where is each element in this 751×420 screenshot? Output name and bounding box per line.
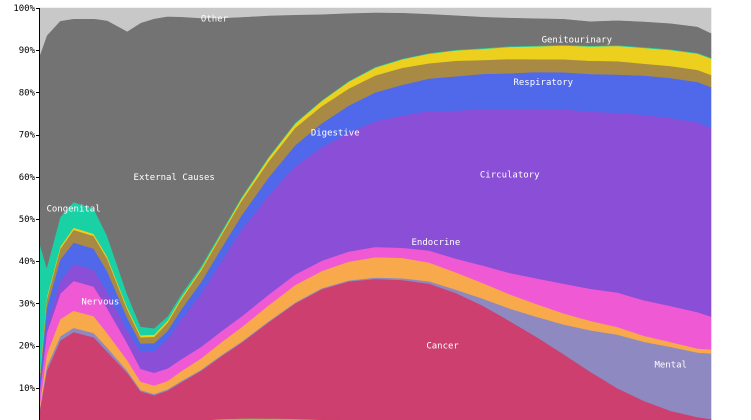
area-layers [39, 7, 712, 420]
label-respiratory: Respiratory [513, 78, 573, 88]
y-tick-label-10: 10% [19, 384, 36, 394]
y-tick-label-60: 60% [19, 173, 36, 183]
y-tick-label-100: 100% [13, 4, 35, 14]
label-cancer: Cancer [426, 342, 459, 352]
label-endocrine: Endocrine [411, 238, 460, 248]
label-digestive: Digestive [311, 128, 360, 138]
label-mental: Mental [654, 361, 687, 371]
y-tick-label-30: 30% [19, 299, 36, 309]
y-tick-label-40: 40% [19, 257, 36, 267]
y-axis: 10% 20% 30% 40% 50% 60% 70% 80% 90% 100% [13, 4, 40, 420]
series-labels: Other External Causes Congenital Nervous Dig… [46, 15, 687, 371]
y-tick-label-80: 80% [19, 88, 36, 98]
label-congenital: Congenital [46, 204, 100, 214]
label-nervous: Nervous [81, 297, 119, 307]
area-other [39, 7, 712, 55]
label-other: Other [201, 15, 229, 25]
y-tick-label-90: 90% [19, 46, 36, 56]
label-genitourinary: Genitourinary [542, 36, 613, 46]
label-external-causes: External Causes [134, 173, 215, 183]
label-circulatory: Circulatory [480, 171, 540, 181]
y-tick-label-50: 50% [19, 215, 36, 225]
y-tick-label-70: 70% [19, 131, 36, 141]
y-tick-label-20: 20% [19, 342, 36, 352]
